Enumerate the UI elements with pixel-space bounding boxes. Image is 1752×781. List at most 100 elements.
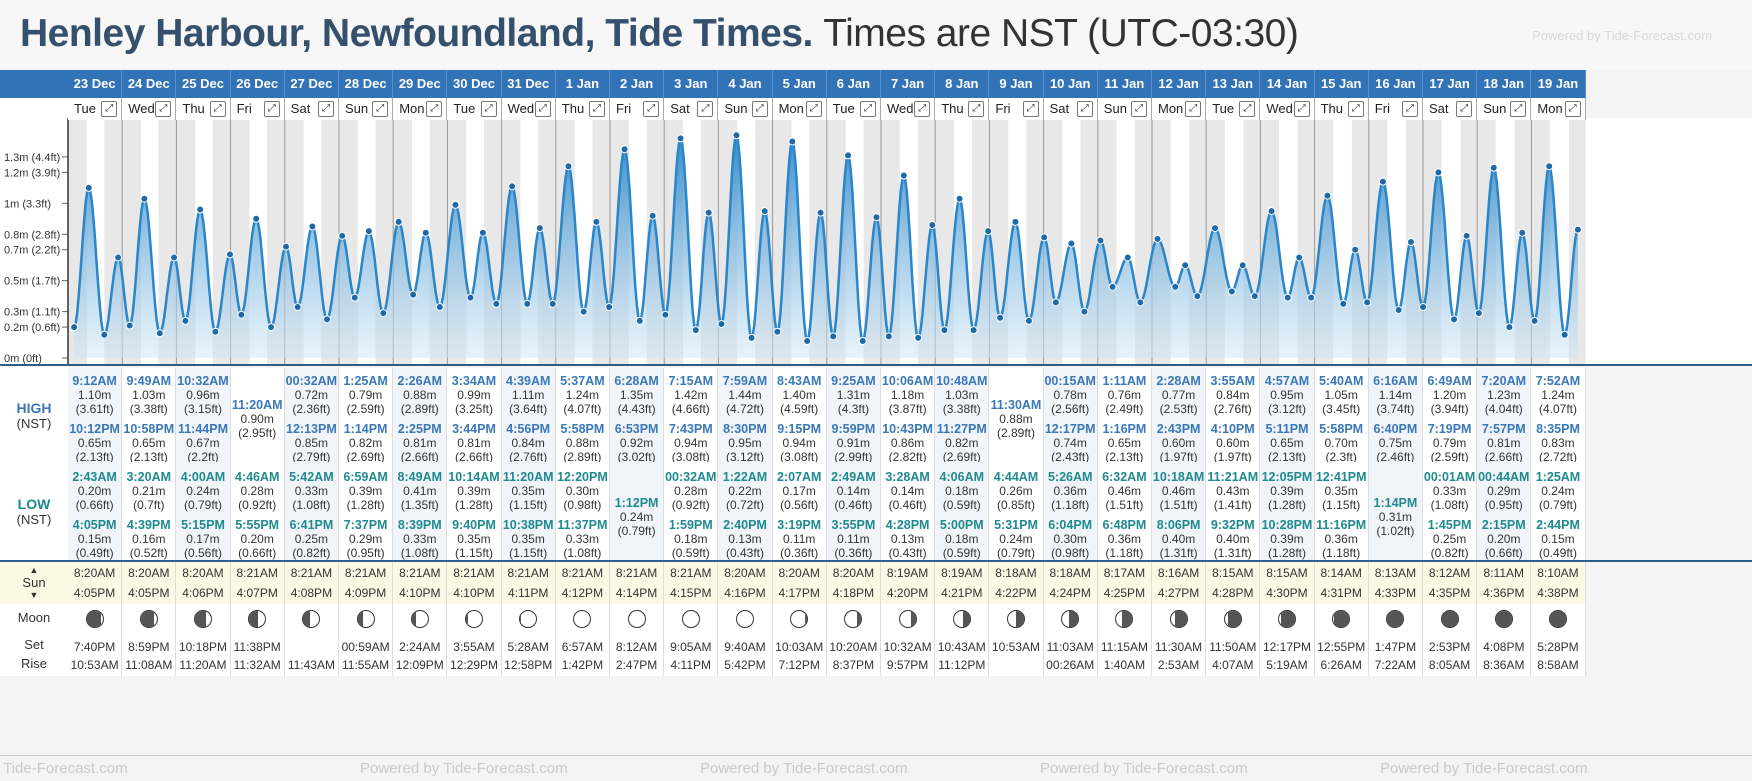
low-tide-height-m: 0.15m <box>77 532 112 546</box>
expand-icon[interactable]: ⤢ <box>426 101 443 117</box>
expand-icon[interactable]: ⤢ <box>1239 101 1256 117</box>
low-tide-height-ft: (0.49ft) <box>75 546 114 560</box>
high-tide-height-m: 0.81m <box>457 436 491 450</box>
high-tide-entry: 1:16PM 0.65m (2.13ft) <box>1098 422 1151 464</box>
low-tide-point <box>322 315 331 324</box>
high-tide-entry: 10:48AM 1.03m (3.38ft) <box>935 374 988 416</box>
expand-icon[interactable]: ⤢ <box>263 101 280 117</box>
low-tide-height-ft: (0.95ft) <box>1484 498 1523 512</box>
moon-phase-icon <box>627 610 646 628</box>
high-tide-entry: 11:30AM 0.88m (2.89ft) <box>989 398 1042 440</box>
moon-phase-icon <box>952 610 971 628</box>
expand-icon[interactable]: ⤢ <box>1401 101 1418 117</box>
low-tide-entry: 6:41PM 0.25m (0.82ft) <box>285 518 338 560</box>
weekday-label: Thu <box>561 101 585 116</box>
y-tick-label: 0.5m (1.7ft) <box>4 276 60 288</box>
expand-icon[interactable]: ⤢ <box>697 101 714 117</box>
low-tide-height-m: 0.30m <box>565 484 600 498</box>
high-tide-entry: 10:58PM 0.65m (2.13ft) <box>122 422 175 464</box>
low-tide-time: 00:44AM <box>1478 470 1530 484</box>
expand-icon[interactable]: ⤢ <box>643 101 660 117</box>
high-tide-point <box>1406 238 1415 246</box>
low-tide-entry: 5:42AM 0.33m (1.08ft) <box>285 470 338 512</box>
high-tide-cell: 4:57AM 0.95m (3.12ft) 5:11PM 0.65m (2.13ft) <box>1260 368 1315 464</box>
expand-icon[interactable]: ⤢ <box>534 101 551 117</box>
moonrise-time: 10:53AM <box>70 658 119 672</box>
expand-icon[interactable]: ⤢ <box>480 101 497 117</box>
low-tide-entry: 4:28PM 0.13m (0.43ft) <box>881 518 934 560</box>
moonset-time: 11:30AM <box>1155 640 1203 654</box>
high-tide-height-m: 0.75m <box>1378 436 1413 450</box>
low-tide-point <box>605 302 614 311</box>
expand-icon[interactable]: ⤢ <box>155 101 172 117</box>
moonrise-time: 9:57PM <box>886 658 929 672</box>
expand-icon[interactable]: ⤢ <box>859 101 876 117</box>
expand-icon[interactable]: ⤢ <box>101 101 118 117</box>
date-header: 17 Jan <box>1423 70 1478 98</box>
expand-icon[interactable]: ⤢ <box>805 101 822 117</box>
low-tide-time: 9:40PM <box>452 518 496 532</box>
expand-icon[interactable]: ⤢ <box>1130 101 1147 117</box>
low-tide-point <box>1307 293 1316 302</box>
high-tide-cell: 6:28AM 1.35m (4.43ft) 6:53PM 0.92m (3.02ft) <box>610 368 665 464</box>
expand-icon[interactable]: ⤢ <box>1185 101 1202 117</box>
high-tide-cell: 11:30AM 0.88m (2.89ft) <box>989 368 1044 462</box>
expand-icon[interactable]: ⤢ <box>1022 101 1039 117</box>
moonrise-time: 1:40AM <box>1103 658 1146 672</box>
y-tick-label: 0.3m (1.1ft) <box>4 307 60 319</box>
high-tide-height-ft: (4.04ft) <box>1484 402 1523 416</box>
expand-icon[interactable]: ⤢ <box>968 101 985 117</box>
moonset-time: 9:05AM <box>670 640 712 654</box>
sunset-time: 4:24PM <box>1049 586 1091 600</box>
moon-phase-icon <box>1440 610 1459 628</box>
low-tide-point <box>996 313 1005 322</box>
high-tide-entry: 9:12AM 1.10m (3.61ft) <box>68 374 121 416</box>
low-tide-point <box>1108 282 1117 291</box>
low-tide-height-m: 0.39m <box>348 484 383 498</box>
high-tide-point <box>1153 234 1162 243</box>
expand-icon[interactable]: ⤢ <box>751 101 768 117</box>
high-tide-time: 4:10PM <box>1210 422 1255 436</box>
sunrise-time: 8:20AM <box>128 566 170 580</box>
high-tide-cell: 6:16AM 1.14m (3.74ft) 6:40PM 0.75m (2.46ft) <box>1368 368 1423 464</box>
expand-icon[interactable]: ⤢ <box>914 101 931 117</box>
expand-icon[interactable]: ⤢ <box>1564 101 1581 117</box>
low-tide-entry: 1:22AM 0.22m (0.72ft) <box>718 470 771 512</box>
sun-cell: 8:13AM 4:33PM <box>1368 562 1423 604</box>
high-tide-height-ft: (2.56ft) <box>1051 402 1090 416</box>
high-tide-height-m: 0.60m <box>1161 436 1196 450</box>
expand-icon[interactable]: ⤢ <box>372 101 389 117</box>
date-header: 8 Jan <box>935 70 990 98</box>
footer-watermark-bar: Powered by Tide-Forecast.com Powered by … <box>0 755 1752 781</box>
high-tide-height-ft: (3.08ft) <box>780 450 819 464</box>
low-tide-height-ft: (0.85ft) <box>996 498 1035 512</box>
moon-cell: 11:03AM 00:26AM <box>1043 604 1098 676</box>
moon-shade <box>962 611 970 627</box>
weekday-label: Thu <box>941 101 964 116</box>
weekday-header: Thu ⤢ <box>1314 98 1369 120</box>
low-tide-point <box>1474 309 1483 318</box>
moon-phase-icon <box>1277 610 1296 628</box>
high-tide-height-m: 0.96m <box>186 388 220 402</box>
moonrise-time: 8:58AM <box>1537 658 1579 672</box>
low-tide-cell: 00:01AM 0.33m (1.08ft) 1:45PM 0.25m (0.82ft) <box>1423 462 1478 560</box>
low-tide-height-m: 0.24m <box>619 510 654 524</box>
low-tide-height-m: 0.21m <box>132 484 166 498</box>
high-tide-point <box>1238 261 1247 270</box>
high-tide-height-m: 0.84m <box>1216 388 1250 402</box>
expand-icon[interactable]: ⤢ <box>1293 101 1310 117</box>
expand-icon[interactable]: ⤢ <box>209 101 226 117</box>
expand-icon[interactable]: ⤢ <box>1347 101 1364 117</box>
low-tide-time: 2:07AM <box>776 470 822 484</box>
sunset-time: 4:33PM <box>1374 586 1417 600</box>
low-tide-height-ft: (1.51ft) <box>1105 498 1144 512</box>
expand-icon[interactable]: ⤢ <box>1510 101 1527 117</box>
expand-icon[interactable]: ⤢ <box>1076 101 1093 117</box>
high-tide-height-m: 0.88m <box>565 436 600 450</box>
expand-icon[interactable]: ⤢ <box>588 101 605 117</box>
expand-icon[interactable]: ⤢ <box>317 101 334 117</box>
low-tide-height-ft: (1.41ft) <box>1213 498 1252 512</box>
low-tide-time: 2:15PM <box>1481 518 1526 532</box>
low-label: LOW <box>17 496 51 512</box>
expand-icon[interactable]: ⤢ <box>1456 101 1473 117</box>
